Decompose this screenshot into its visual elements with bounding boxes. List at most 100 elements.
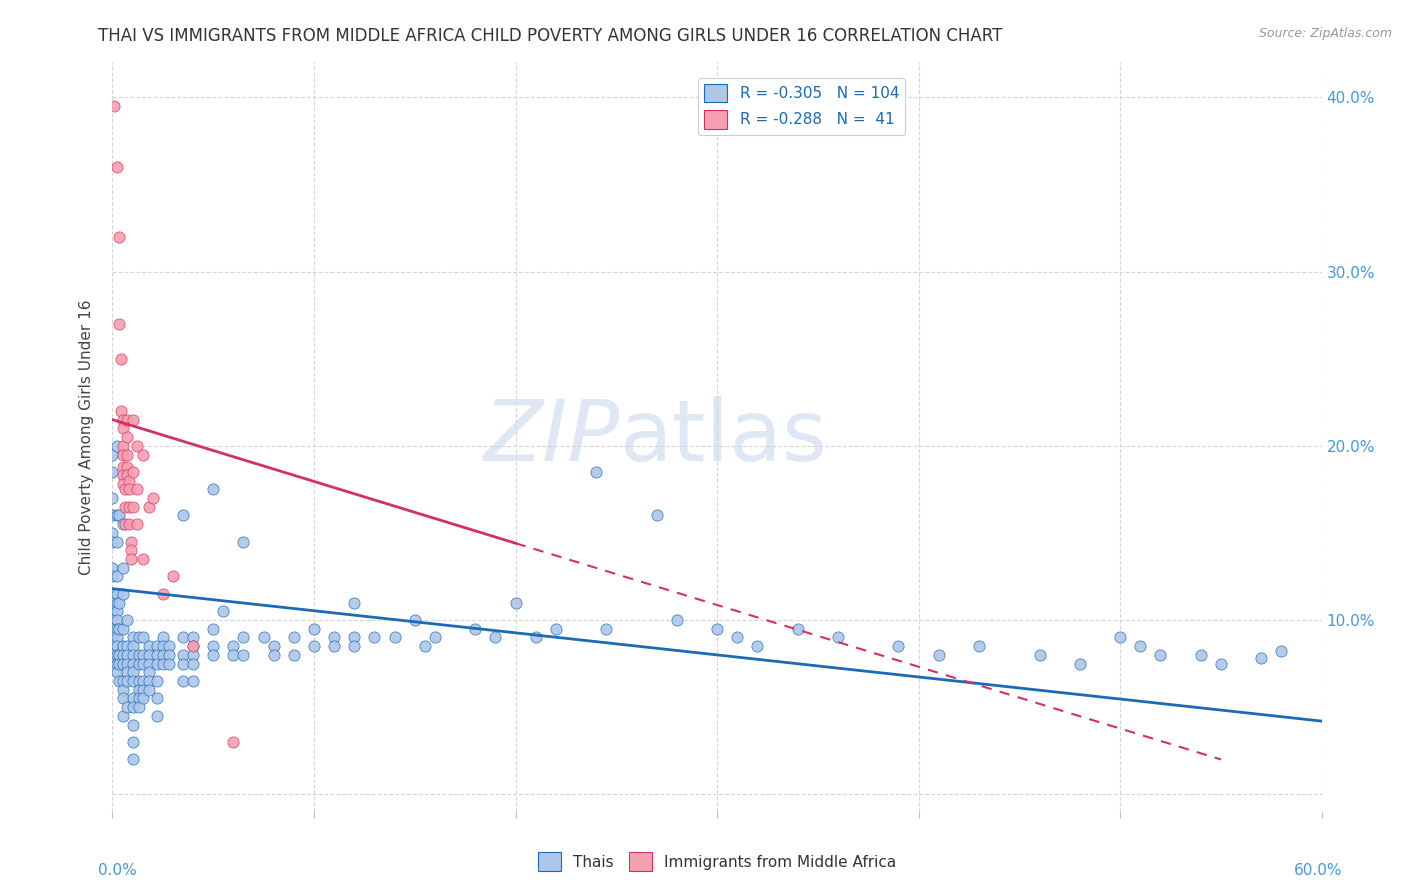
Point (101, 534, 124, 549)
Point (105, 508, 128, 523)
Point (107, 317, 129, 331)
Point (120, 534, 142, 549)
Point (121, 752, 143, 766)
Point (111, 673, 134, 688)
Point (128, 682, 150, 697)
Point (157, 639, 180, 653)
Point (115, 468, 138, 483)
Point (117, 483, 139, 497)
Point (928, 648, 950, 662)
Point (152, 587, 174, 601)
Point (105, 648, 128, 662)
Point (146, 691, 169, 706)
Point (253, 631, 276, 645)
Point (706, 622, 728, 636)
Point (1028, 648, 1050, 662)
Point (121, 735, 143, 749)
Point (827, 631, 849, 645)
Point (283, 631, 305, 645)
Point (121, 500, 143, 514)
Point (121, 673, 143, 688)
Point (323, 639, 346, 653)
Point (524, 631, 547, 645)
Point (115, 665, 138, 680)
Point (115, 430, 138, 444)
Point (111, 459, 134, 474)
Point (1209, 657, 1232, 671)
Y-axis label: Child Poverty Among Girls Under 16: Child Poverty Among Girls Under 16 (79, 300, 94, 574)
Point (172, 648, 194, 662)
Text: atlas: atlas (620, 395, 828, 479)
Point (132, 682, 155, 697)
Point (202, 648, 225, 662)
Point (107, 657, 129, 671)
Point (363, 631, 385, 645)
Point (202, 622, 225, 636)
Point (263, 648, 285, 662)
Point (107, 622, 129, 636)
Point (115, 648, 138, 662)
Point (302, 622, 325, 636)
Point (111, 421, 134, 435)
Point (101, 613, 124, 627)
Point (128, 631, 150, 645)
Point (146, 648, 169, 662)
Point (107, 673, 129, 688)
Point (302, 639, 325, 653)
Point (128, 657, 150, 671)
Text: 0.0%: 0.0% (98, 863, 138, 879)
Point (110, 404, 132, 418)
Point (283, 648, 305, 662)
Point (117, 500, 139, 514)
Point (544, 622, 567, 636)
Point (111, 439, 134, 453)
Point (152, 631, 174, 645)
Point (967, 639, 990, 653)
Point (111, 448, 134, 462)
Point (1109, 631, 1132, 645)
Point (222, 735, 245, 749)
Point (585, 465, 607, 479)
Point (132, 673, 155, 688)
Point (887, 639, 910, 653)
Point (132, 631, 155, 645)
Point (505, 596, 527, 610)
Point (128, 673, 150, 688)
Point (105, 160, 128, 174)
Point (121, 700, 143, 714)
Point (105, 657, 128, 671)
Point (105, 439, 128, 453)
Point (128, 648, 150, 662)
Point (232, 631, 254, 645)
Point (181, 657, 204, 671)
Point (181, 639, 204, 653)
Point (138, 665, 160, 680)
Point (101, 465, 124, 479)
Point (181, 631, 204, 645)
Point (263, 639, 285, 653)
Point (111, 468, 134, 483)
Point (117, 517, 139, 532)
Point (343, 639, 366, 653)
Point (423, 631, 446, 645)
Point (107, 229, 129, 244)
Point (595, 622, 617, 636)
Point (101, 561, 124, 575)
Point (162, 569, 184, 583)
Point (120, 543, 142, 558)
Point (138, 639, 160, 653)
Point (121, 657, 143, 671)
Point (128, 700, 150, 714)
Point (125, 439, 148, 453)
Point (413, 639, 436, 653)
Point (202, 639, 225, 653)
Point (111, 709, 134, 723)
Point (114, 483, 136, 497)
Point (121, 639, 143, 653)
Point (115, 700, 138, 714)
Point (101, 631, 124, 645)
Point (111, 691, 134, 706)
Point (111, 622, 134, 636)
Legend: Thais, Immigrants from Middle Africa: Thais, Immigrants from Middle Africa (531, 847, 903, 877)
Point (132, 448, 155, 462)
